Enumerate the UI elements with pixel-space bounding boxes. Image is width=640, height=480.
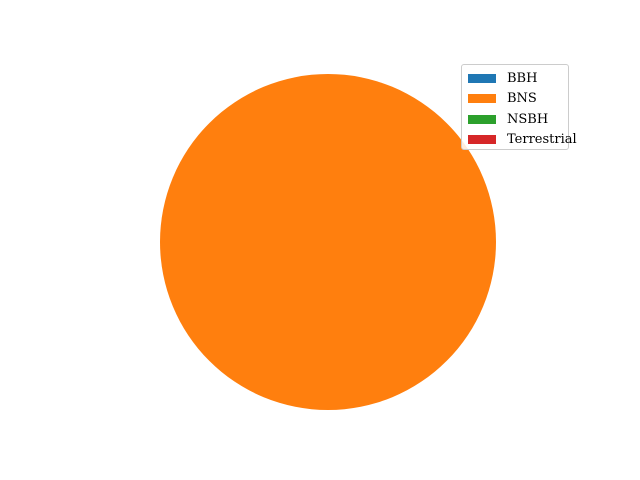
legend-swatch-bns bbox=[468, 94, 496, 104]
legend-label-bns: BNS bbox=[507, 91, 537, 107]
legend-swatch-nsbh bbox=[468, 114, 496, 124]
legend-swatch-terrestrial bbox=[468, 135, 496, 145]
legend-item-nsbh: NSBH bbox=[462, 109, 568, 130]
legend-swatch-bbh bbox=[468, 73, 496, 83]
legend-label-terrestrial: Terrestrial bbox=[507, 132, 577, 148]
legend-item-terrestrial: Terrestrial bbox=[462, 130, 577, 151]
legend-label-bbh: BBH bbox=[507, 70, 538, 86]
legend-item-bbh: BBH bbox=[462, 68, 568, 89]
legend: BBH BNS NSBH Terrestrial bbox=[461, 64, 577, 151]
pie-slice-bns bbox=[160, 74, 496, 410]
legend-label-nsbh: NSBH bbox=[507, 111, 549, 127]
legend-item-bns: BNS bbox=[462, 89, 568, 110]
